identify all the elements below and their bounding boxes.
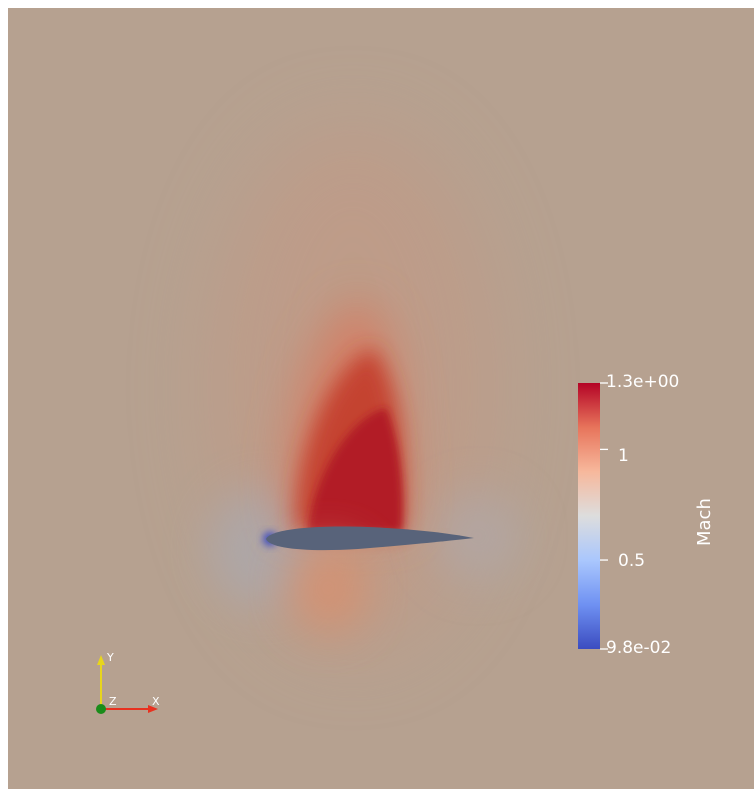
flow-field-render xyxy=(8,8,754,789)
legend-tick-1-label: 1 xyxy=(618,446,629,466)
legend-title: Mach xyxy=(694,498,715,546)
trailing-haze-right xyxy=(433,491,523,581)
y-axis-label: Y xyxy=(107,651,114,664)
z-axis-dot-icon xyxy=(96,704,106,714)
airfoil-shape xyxy=(266,526,474,551)
legend-tick-2-label: 0.5 xyxy=(618,551,646,571)
render-viewport[interactable]: 1.3e+00 1 0.5 9.8e-02 Mach Y Z X xyxy=(8,8,754,789)
legend-min-label: 9.8e-02 xyxy=(606,638,672,658)
y-axis-arrow-icon xyxy=(97,655,105,665)
lower-surface-flow xyxy=(288,543,368,633)
legend-max-label: 1.3e+00 xyxy=(606,372,680,392)
z-axis-label: Z xyxy=(109,695,117,708)
orientation-axes-widget xyxy=(96,655,158,714)
x-axis-arrow-icon xyxy=(148,705,158,713)
x-axis-label: X xyxy=(152,695,160,708)
supersonic-pocket-core xyxy=(308,408,403,532)
color-legend-bar xyxy=(578,383,600,649)
